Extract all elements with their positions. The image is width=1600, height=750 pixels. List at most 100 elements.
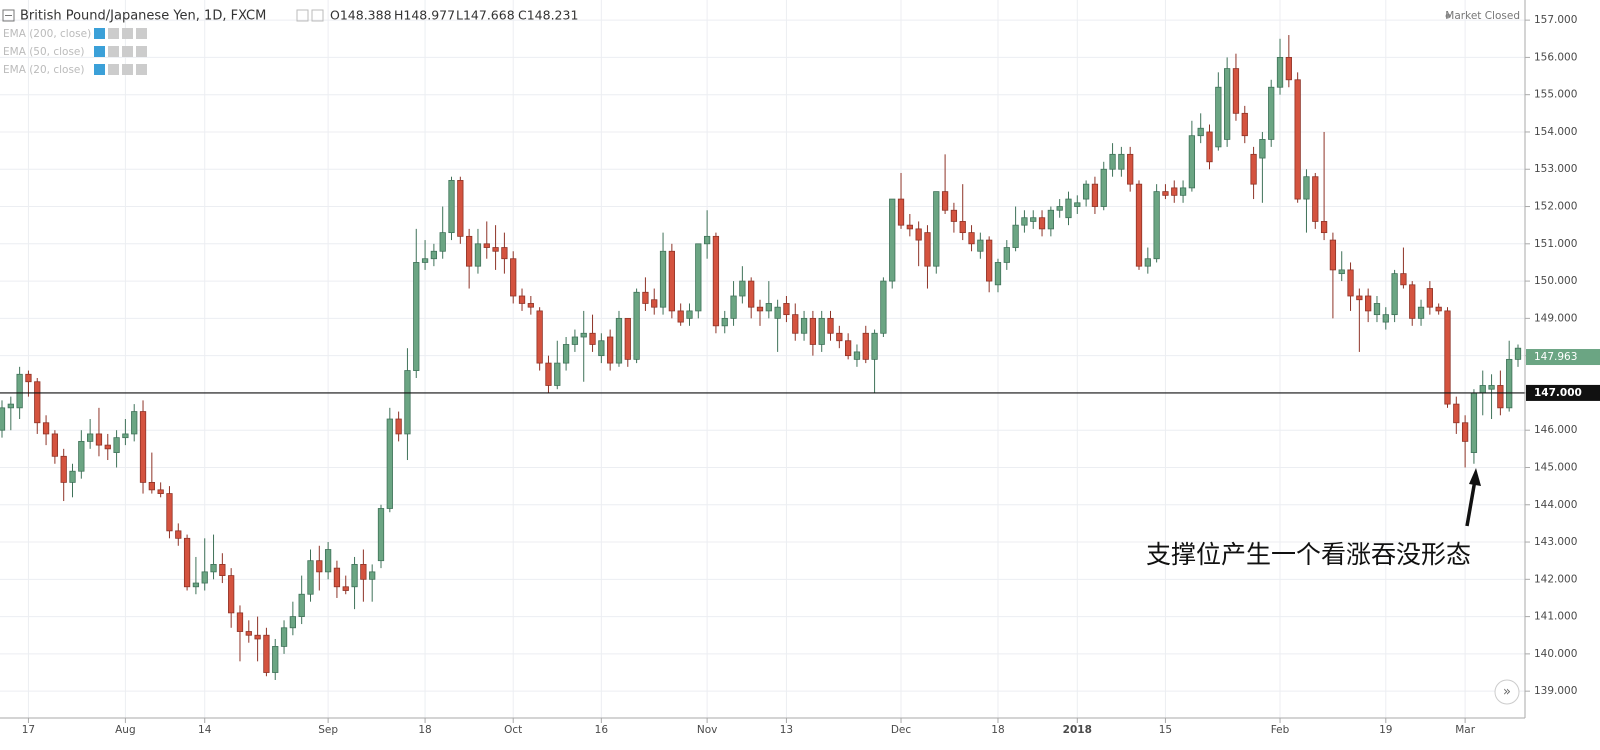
candle-body: [324, 549, 332, 573]
candle-body: [1391, 273, 1398, 316]
candle-body: [827, 317, 834, 334]
candle-body: [183, 537, 191, 588]
y-tick-label: 154.000: [1534, 126, 1577, 138]
collapse-icon[interactable]: [2, 9, 15, 22]
remove-icon[interactable]: [136, 64, 147, 75]
y-tick-label: 142.000: [1534, 573, 1577, 585]
candle-body: [1259, 139, 1266, 159]
candle-body: [880, 280, 887, 334]
candle-body: [642, 291, 649, 304]
candle-body: [924, 232, 931, 267]
candle-body: [421, 258, 429, 263]
candle-body: [34, 381, 41, 424]
candle-body: [994, 262, 1002, 286]
last-price-tag: [1526, 349, 1600, 366]
candle-body: [651, 299, 658, 308]
candle-body: [430, 250, 438, 260]
x-tick-label: 16: [595, 724, 609, 736]
remove-icon[interactable]: [136, 28, 147, 39]
candle-body: [1400, 273, 1407, 286]
add-icon[interactable]: [122, 28, 133, 39]
candle-body: [889, 198, 896, 282]
candle-body: [7, 403, 14, 409]
candle-body: [659, 250, 667, 308]
candle-body: [1268, 86, 1275, 140]
ohlc-open: O148.388: [330, 8, 392, 23]
x-tick-label: 18: [418, 724, 431, 736]
candle-body: [1294, 79, 1301, 200]
candle-body: [501, 247, 508, 260]
candle-body: [580, 332, 587, 338]
candle-body: [615, 317, 623, 364]
candle-body: [1250, 153, 1257, 185]
candle-body: [1171, 187, 1178, 196]
candle-body: [51, 433, 59, 457]
y-tick-label: 151.000: [1534, 238, 1577, 250]
candle-body: [571, 336, 579, 345]
eye-icon[interactable]: [94, 46, 105, 57]
settings-icon[interactable]: [108, 64, 119, 75]
settings-icon[interactable]: [108, 46, 119, 57]
settings-icon[interactable]: [108, 28, 119, 39]
candle-body: [210, 564, 217, 573]
candle-body: [483, 243, 490, 248]
candle-body: [527, 303, 534, 308]
candle-body: [263, 634, 270, 673]
candle-body: [1012, 224, 1019, 248]
candle-body: [1356, 295, 1363, 301]
candle-body: [1127, 153, 1134, 185]
x-tick-label: Mar: [1455, 724, 1475, 736]
candle-body: [624, 317, 631, 360]
candle-body: [853, 351, 861, 360]
candle-body: [1091, 183, 1099, 207]
candle-body: [439, 232, 446, 252]
hline-label: 147.000: [1534, 387, 1582, 399]
candle-body: [131, 411, 138, 435]
candle-body: [1506, 358, 1513, 409]
add-icon[interactable]: [122, 46, 133, 57]
x-tick-label: 13: [780, 724, 793, 736]
candle-body: [668, 250, 675, 312]
eye-icon[interactable]: [94, 28, 105, 39]
candle-body: [800, 317, 808, 334]
y-tick-label: 146.000: [1534, 424, 1577, 436]
candle-body: [1162, 191, 1169, 196]
candle-body: [862, 332, 869, 360]
x-tick-label: 14: [198, 724, 212, 736]
candle-body: [289, 616, 296, 629]
x-tick-label: 17: [22, 724, 35, 736]
y-tick-label: 141.000: [1534, 611, 1577, 623]
candle-body: [897, 198, 905, 226]
settings-icon[interactable]: [296, 9, 309, 22]
candle-body: [448, 180, 455, 234]
candle-body: [245, 631, 252, 636]
add-icon[interactable]: [122, 64, 133, 75]
y-tick-label: 152.000: [1534, 201, 1577, 213]
candle-body: [721, 317, 728, 327]
candle-body: [933, 191, 940, 267]
candle-body: [968, 232, 975, 245]
candle-body: [510, 258, 517, 297]
remove-icon[interactable]: [136, 46, 147, 57]
candle-body: [280, 627, 288, 647]
y-tick-label: 156.000: [1534, 51, 1577, 63]
candle-body: [1347, 269, 1354, 297]
candle-body: [906, 224, 913, 230]
candle-body: [756, 306, 764, 312]
eye-icon[interactable]: [94, 64, 105, 75]
candle-body: [492, 247, 499, 252]
settings-icon[interactable]: [311, 9, 324, 22]
scroll-button[interactable]: [1494, 679, 1520, 705]
candle-body: [228, 575, 235, 614]
candle-body: [518, 295, 526, 304]
y-tick-label: 145.000: [1534, 461, 1577, 473]
x-tick-label: 19: [1379, 724, 1392, 736]
annotation-arrow-head: [1469, 468, 1481, 486]
candle-body: [536, 310, 543, 364]
candle-body: [589, 332, 596, 345]
candle-body: [598, 340, 605, 357]
candle-body: [607, 336, 614, 364]
x-tick-label: 15: [1159, 724, 1172, 736]
